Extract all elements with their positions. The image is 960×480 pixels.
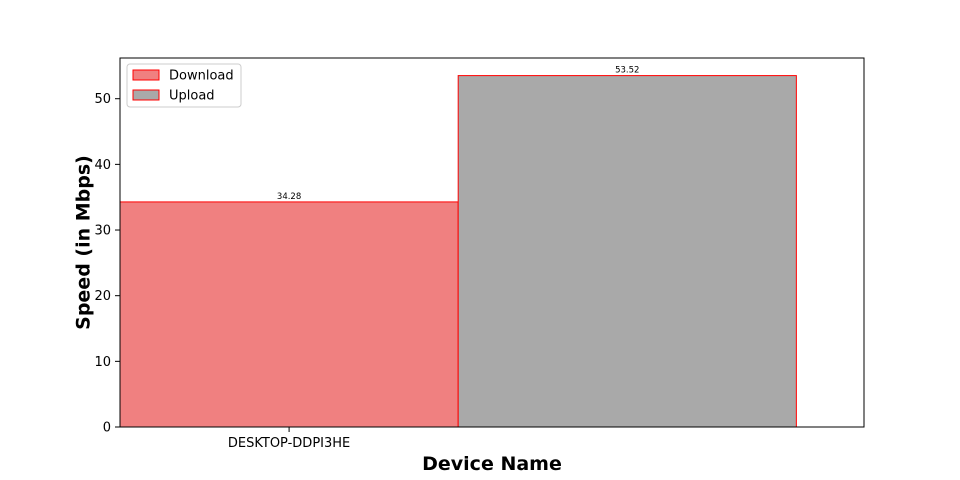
x-axis-title: Device Name: [422, 453, 562, 475]
plot-frame: [119, 57, 865, 428]
bar-value-label-download: 34.28: [277, 192, 301, 202]
legend: Download Upload: [126, 63, 242, 108]
y-tick-label: 40: [94, 158, 111, 173]
y-tick-label: 20: [94, 289, 111, 304]
bar-upload: [457, 75, 797, 428]
y-tick-label: 0: [103, 421, 111, 436]
legend-label-download: Download: [169, 69, 234, 84]
y-tick-label: 10: [94, 355, 111, 370]
y-axis-ticks: 0 10 20 30 40 50: [94, 92, 120, 436]
legend-swatch-download: [132, 69, 160, 81]
bar-labels-group: 34.28 53.52: [277, 66, 640, 202]
legend-swatch-upload: [132, 89, 160, 101]
legend-label-upload: Upload: [169, 89, 215, 104]
y-tick-label: 30: [94, 224, 111, 239]
y-tick-label: 50: [94, 92, 111, 107]
x-tick-label: DESKTOP-DDPI3HE: [228, 436, 350, 451]
bars-group: [119, 75, 797, 428]
x-axis-ticks: DESKTOP-DDPI3HE: [228, 427, 350, 451]
bar-download: [119, 201, 459, 428]
bar-value-label-upload: 53.52: [615, 66, 639, 76]
y-axis-title: Speed (in Mbps): [73, 155, 95, 330]
